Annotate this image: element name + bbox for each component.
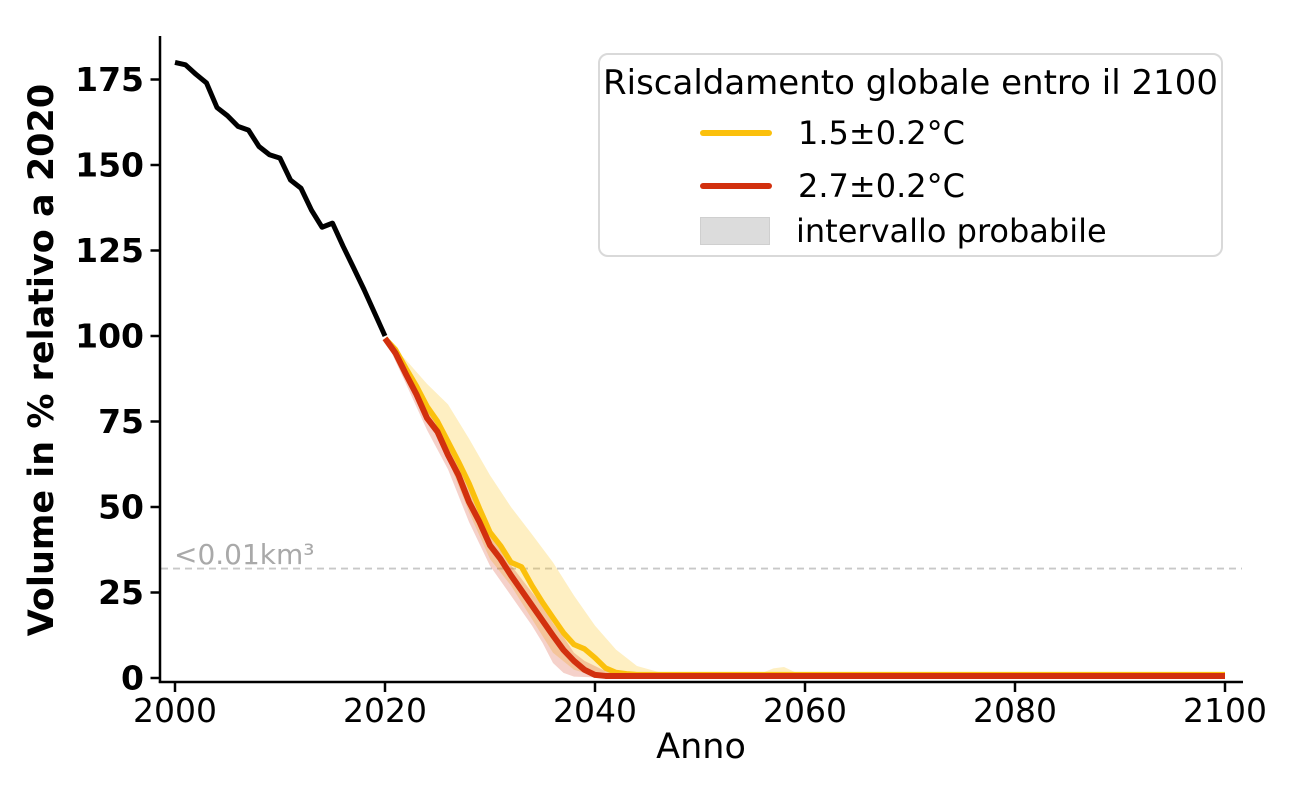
y-tick-label: 0	[121, 659, 144, 698]
y-axis-label: Volume in % relativo a 2020	[22, 83, 62, 637]
y-tick-label: 175	[75, 60, 144, 99]
legend-item-1-5c: 1.5±0.2°C	[600, 113, 965, 153]
threshold-annotation: <0.01km³	[174, 538, 315, 571]
legend-swatch-1-5c-line	[700, 130, 772, 136]
legend-label-likely-range: intervallo probabile	[796, 212, 1107, 250]
y-tick-label: 100	[75, 317, 144, 356]
x-tick-label: 2020	[343, 691, 427, 730]
x-tick-label: 2100	[1183, 691, 1267, 730]
y-tick-label: 50	[98, 488, 144, 527]
series-line-historical	[174, 59, 388, 338]
legend-swatch-2-7c-line	[700, 183, 772, 189]
y-tick-label: 25	[98, 573, 144, 612]
legend-label-1-5c: 1.5±0.2°C	[798, 114, 965, 152]
x-tick-label: 2060	[763, 691, 847, 730]
x-tick-label: 2080	[973, 691, 1057, 730]
y-tick-label: 75	[98, 402, 144, 441]
y-tick-label: 150	[75, 146, 144, 185]
legend-label-2-7c: 2.7±0.2°C	[798, 167, 965, 205]
x-tick-label: 2040	[553, 691, 637, 730]
legend-swatch-likely-range-patch	[700, 217, 770, 245]
y-tick-label: 125	[75, 231, 144, 270]
legend-title: Riscaldamento globale entro il 2100	[603, 63, 1218, 103]
legend: Riscaldamento globale entro il 2100 1.5±…	[598, 53, 1223, 257]
uncertainty-band-1-5c	[385, 338, 1225, 678]
x-axis-label: Anno	[656, 727, 746, 767]
series-line-1-5c	[382, 336, 1225, 678]
series-line-2-7c	[382, 336, 1225, 679]
legend-item-2-7c: 2.7±0.2°C	[600, 166, 965, 206]
x-tick-label: 2000	[133, 691, 217, 730]
legend-item-likely-range: intervallo probabile	[600, 211, 1107, 251]
